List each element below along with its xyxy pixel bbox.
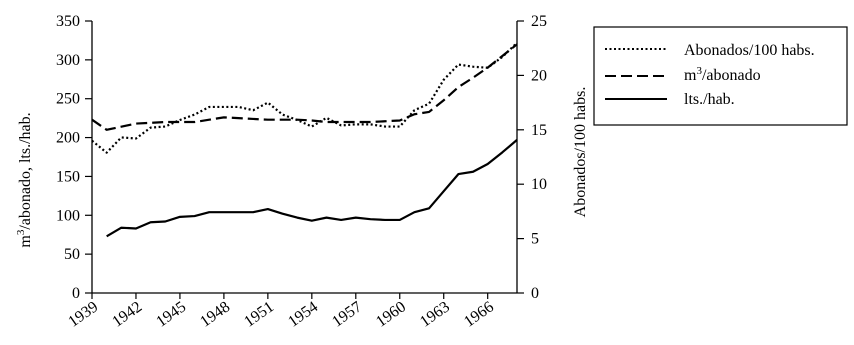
left-tick-label: 350 — [56, 13, 80, 30]
left-y-axis-title-sup: 3 — [15, 229, 27, 235]
x-tick-label: 1948 — [197, 298, 233, 330]
left-y-axis-title-main: m — [17, 235, 34, 248]
right-tick-label: 0 — [531, 285, 539, 302]
left-tick-label: 50 — [64, 246, 80, 263]
x-tick-label: 1963 — [417, 298, 453, 330]
x-tick-label: 1966 — [461, 298, 497, 330]
x-tick-label: 1954 — [285, 298, 321, 330]
legend-label-lts-hab: lts./hab. — [684, 91, 735, 108]
right-y-ticks: 0 5 10 15 20 25 — [517, 13, 547, 302]
x-ticks: 1939 1942 1945 1948 1951 1954 1957 1960 1963 1966 — [65, 293, 497, 331]
x-tick-label: 1960 — [373, 298, 409, 330]
legend: Abonados/100 habs. m3/abonado lts./hab. — [593, 26, 848, 126]
left-tick-label: 0 — [72, 285, 80, 302]
x-tick-label: 1951 — [241, 298, 277, 330]
left-y-axis-title-rest: /abonado, lts./hab. — [17, 112, 34, 229]
series-lts-hab-line — [106, 139, 518, 238]
series-lines — [91, 41, 518, 238]
right-tick-label: 25 — [531, 13, 547, 30]
left-tick-label: 250 — [56, 91, 80, 108]
series-abonados-line — [91, 41, 518, 154]
right-tick-label: 20 — [531, 67, 547, 84]
right-y-axis-title: Abonados/100 habs. — [572, 87, 589, 218]
legend-label-m3-main: m — [684, 67, 697, 84]
x-tick-label: 1957 — [329, 298, 365, 330]
x-tick-label: 1945 — [153, 298, 189, 330]
left-tick-label: 100 — [56, 207, 80, 224]
left-tick-label: 150 — [56, 168, 80, 185]
left-y-ticks: 0 50 100 150 200 250 300 350 — [56, 13, 92, 302]
series-m3-abonado-line — [91, 43, 518, 131]
left-tick-label: 200 — [56, 130, 80, 147]
x-tick-label: 1939 — [65, 298, 101, 330]
legend-label-m3-rest: /abonado — [702, 67, 761, 84]
right-tick-label: 15 — [531, 122, 547, 139]
right-tick-label: 10 — [531, 176, 547, 193]
axes — [91, 21, 518, 294]
left-y-axis-title: m3/abonado, lts./hab. — [15, 112, 34, 247]
right-tick-label: 5 — [531, 231, 539, 248]
legend-box — [593, 26, 848, 126]
legend-label-abonados: Abonados/100 habs. — [684, 42, 815, 59]
legend-label-m3-sup: 3 — [696, 65, 702, 77]
x-tick-label: 1942 — [109, 298, 145, 330]
left-tick-label: 300 — [56, 52, 80, 69]
legend-label-m3-abonado: m3/abonado — [684, 65, 761, 84]
